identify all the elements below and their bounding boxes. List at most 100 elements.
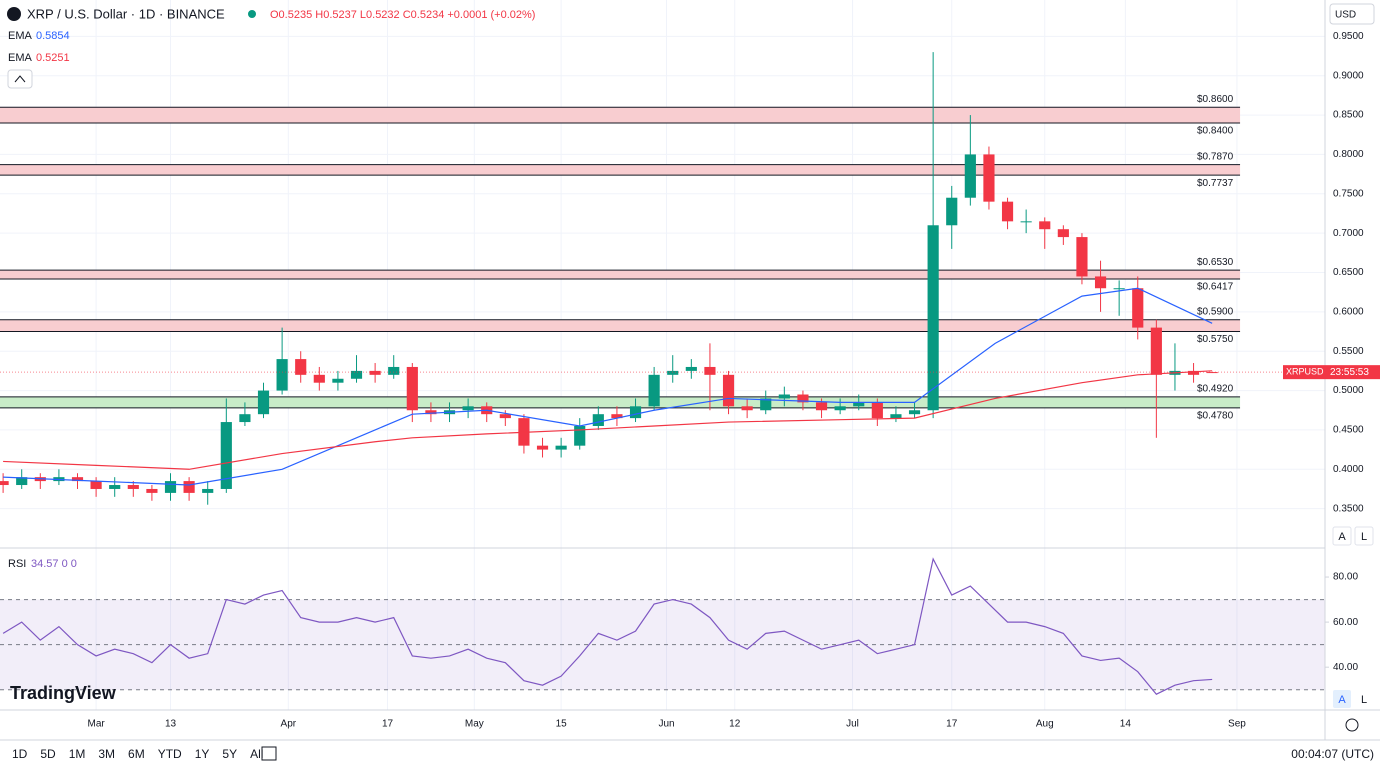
range-button[interactable]: YTD [158, 747, 182, 761]
range-button[interactable]: 5Y [222, 747, 237, 761]
zone [0, 319, 1241, 332]
x-tick-label: 17 [382, 719, 394, 730]
candle-body [1150, 327, 1162, 375]
zone-label: $0.4920 [1197, 384, 1234, 395]
auto-button[interactable] [1333, 690, 1351, 708]
candle-body [629, 406, 642, 419]
zone-label: $0.5900 [1197, 306, 1234, 317]
auto-button[interactable] [1332, 526, 1352, 546]
log-button[interactable] [1354, 526, 1374, 546]
y-tick-label: 0.3500 [1333, 503, 1364, 514]
symbol-icon [7, 7, 21, 21]
x-tick-label: Sep [1228, 719, 1246, 730]
zone-label: $0.7737 [1197, 178, 1234, 189]
x-tick-label: Jun [658, 719, 674, 730]
auto-label: A [1338, 694, 1346, 706]
candle-body [499, 414, 511, 419]
symbol-title[interactable]: XRP / U.S. Dollar · 1D · BINANCE [27, 6, 225, 21]
x-tick-label: Aug [1036, 719, 1054, 730]
candle-body [1076, 237, 1088, 277]
candle-body [1039, 221, 1051, 230]
price-tag [1283, 365, 1325, 380]
line-series [3, 370, 1213, 470]
candle-body [760, 398, 772, 411]
range-buttons: 1D 5D 1M 3M 6M YTD 1Y 5Y All [12, 747, 263, 761]
candle-body [1057, 229, 1069, 238]
range-button[interactable]: 5D [40, 747, 56, 761]
candle-body [164, 481, 177, 493]
rsi-pane [0, 557, 1325, 695]
x-tick-label: Jul [846, 719, 859, 730]
candle-body [685, 366, 697, 371]
x-tick-label: May [465, 719, 484, 730]
candle-body [574, 425, 586, 446]
range-button[interactable]: 3M [98, 747, 115, 761]
y-tick-label: 60.00 [1333, 617, 1358, 628]
auto-label: A [1338, 531, 1346, 543]
zone-label: $0.6530 [1197, 257, 1234, 268]
candle-body [1113, 288, 1125, 290]
log-label: L [1361, 531, 1367, 543]
candle-body [592, 414, 604, 426]
ema-value: 0.5854 [36, 30, 70, 42]
date-range-icon[interactable] [261, 746, 277, 761]
y-tick-label: 0.8000 [1333, 149, 1364, 160]
candle-body [648, 374, 660, 407]
zone-label: $0.7870 [1197, 151, 1234, 162]
candle-body [1094, 276, 1107, 289]
settings-icon[interactable] [1345, 718, 1359, 732]
candle-body [220, 422, 232, 489]
candle-body [890, 414, 902, 419]
currency-button[interactable] [1329, 3, 1375, 25]
candle-body [388, 366, 400, 375]
candle-body [369, 370, 381, 375]
zone-label: $0.8600 [1197, 94, 1234, 105]
candle-body [350, 370, 363, 379]
candle-body [834, 406, 846, 411]
range-button[interactable]: 1D [12, 747, 28, 761]
x-tick-label: 15 [556, 719, 568, 730]
candle-body [1001, 201, 1014, 222]
x-tick-label: Mar [87, 719, 105, 730]
candle-body [109, 485, 121, 489]
price-tag [1325, 365, 1380, 380]
rsi-value: 34.57 0 0 [31, 558, 77, 570]
range-button[interactable]: 1Y [195, 747, 210, 761]
candle-body [797, 394, 809, 403]
candle-body [871, 402, 883, 419]
candle-body [295, 359, 307, 375]
y-tick-label: 0.9000 [1333, 70, 1364, 81]
range-button[interactable]: 6M [128, 747, 145, 761]
x-tick-label: 12 [729, 719, 741, 730]
candle-body [146, 488, 158, 493]
line-series [3, 287, 1213, 486]
candle-body [0, 481, 9, 486]
zone [0, 396, 1241, 408]
collapse-button[interactable] [7, 69, 33, 89]
price-tag-symbol: XRPUSD [1286, 367, 1324, 377]
candle-body [127, 485, 139, 489]
range-button[interactable]: All [250, 747, 263, 761]
candle-body [536, 445, 549, 450]
logo: TradingView [10, 683, 117, 703]
candle-body [1187, 370, 1200, 375]
candle-body [90, 481, 102, 489]
candle-body [778, 394, 790, 399]
collapse-icon [14, 75, 26, 83]
candle-body [946, 197, 958, 226]
price-pane [0, 52, 1325, 505]
candle-body [332, 378, 344, 383]
y-tick-label: 0.6500 [1333, 267, 1364, 278]
y-tick-label: 0.7500 [1333, 188, 1364, 199]
y-tick-label: 0.9500 [1333, 31, 1364, 42]
log-label: L [1361, 694, 1367, 706]
candle-body [71, 477, 84, 482]
y-tick-label: 0.5000 [1333, 385, 1364, 396]
zone [0, 107, 1241, 123]
range-button[interactable]: 1M [69, 747, 86, 761]
candle-body [983, 154, 995, 202]
status-dot [248, 10, 256, 18]
rsi-band [0, 599, 1325, 690]
